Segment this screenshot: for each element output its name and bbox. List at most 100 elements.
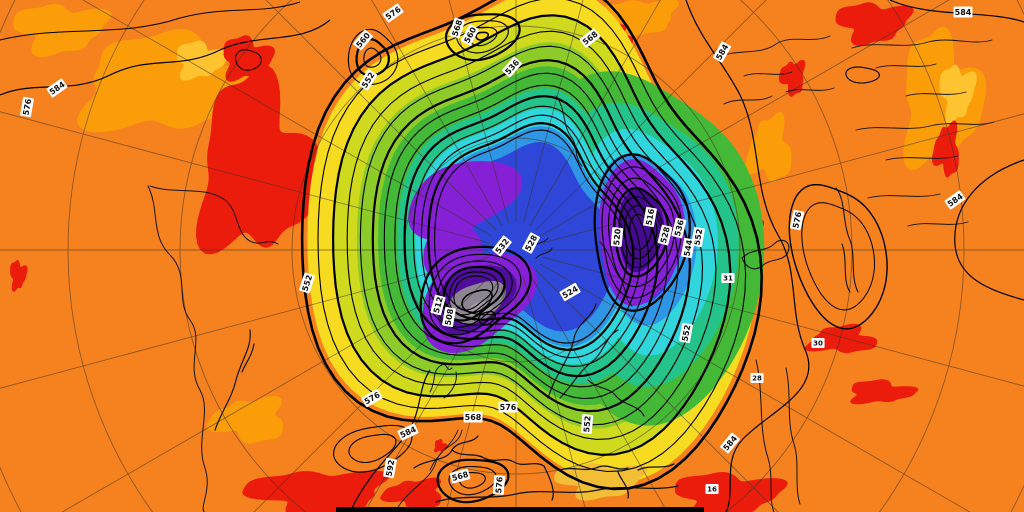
label-text: 592 [384, 459, 396, 477]
label-box [449, 468, 471, 484]
label-box [498, 401, 518, 413]
label-box [657, 224, 673, 246]
label-text: 576 [500, 403, 517, 412]
label-box [430, 294, 446, 316]
label-box [442, 306, 456, 328]
warm-anomaly-patch [223, 35, 275, 82]
label-box [610, 227, 624, 247]
warm-anomaly-patch [932, 120, 959, 178]
label-text: 520 [612, 228, 622, 246]
label-text: 536 [673, 218, 686, 237]
meridian-line [445, 276, 510, 512]
contour-label: 576 [789, 209, 805, 231]
contour-ring [420, 114, 642, 359]
contour-ring [347, 28, 399, 86]
label-box [944, 190, 966, 210]
label-box [721, 273, 735, 283]
label-box [522, 232, 540, 254]
label-box [705, 484, 719, 494]
label-box [492, 235, 512, 257]
vortex-lobe [408, 161, 523, 240]
label-box [361, 388, 383, 408]
contour-ring [601, 166, 683, 299]
meridian-line [0, 111, 490, 244]
contour-label: 520 [610, 227, 624, 247]
light-orange-patch [745, 112, 792, 183]
contour-ring [442, 265, 506, 322]
label-box [46, 78, 68, 98]
label-box [679, 322, 693, 344]
label-box [643, 206, 657, 228]
contour-label: 592 [383, 457, 397, 479]
warm-anomaly-patch [380, 477, 442, 511]
label-box [358, 69, 378, 91]
contour-label: 576 [492, 475, 506, 495]
label-text: 528 [659, 225, 672, 244]
label-text: 584 [955, 8, 972, 17]
label-box [559, 282, 581, 302]
contour-ring [419, 245, 532, 345]
light-orange-patch [939, 64, 977, 125]
contour-label: 584 [953, 6, 973, 18]
contour-ring [788, 184, 888, 330]
contour-ring [845, 66, 880, 84]
label-box [299, 272, 315, 294]
meridian-line [522, 276, 587, 512]
light-orange-patch [13, 3, 112, 58]
contour-ring [359, 45, 704, 426]
contour-ring [363, 47, 382, 68]
contour-label: 552 [299, 272, 315, 294]
coastline [214, 329, 255, 431]
label-text: 576 [791, 211, 803, 230]
warm-anomaly-patch [242, 470, 390, 512]
label-text: 552 [680, 324, 692, 342]
label-text: 552 [692, 228, 704, 246]
label-box [720, 432, 740, 454]
contour-ring [427, 121, 635, 352]
coastline [741, 187, 859, 293]
contour-ring [593, 153, 691, 312]
contour-ring [412, 105, 650, 367]
coastline [755, 359, 801, 512]
label-text: 516 [644, 208, 656, 226]
label-text: 16 [707, 486, 717, 494]
contour-ring [428, 253, 522, 336]
aux-label: 30 [811, 338, 825, 348]
label-box [811, 338, 825, 348]
coastline [555, 95, 583, 167]
contour-ring [448, 271, 499, 316]
meridian-line [364, 274, 503, 512]
label-text: 31 [723, 275, 733, 283]
warm-anomaly-patch [10, 259, 28, 292]
contour-ring [371, 59, 692, 413]
contour-label: 568 [463, 411, 483, 423]
contour-ring [448, 465, 497, 496]
label-box [750, 373, 764, 383]
aux-label: 31 [721, 273, 735, 283]
coastline [599, 241, 633, 307]
label-text: 576 [494, 476, 504, 494]
label-box [397, 423, 419, 441]
coastline [149, 185, 279, 245]
warm-anomaly-patch [196, 65, 321, 255]
contour-ring [607, 177, 676, 288]
contour-ring [403, 95, 659, 378]
contour-ring [801, 202, 876, 311]
contour-ring [348, 433, 397, 464]
label-box [580, 414, 594, 434]
contour-ring [478, 310, 496, 326]
label-text: 508 [443, 308, 455, 326]
contour-label: 552 [580, 414, 594, 434]
meridian-line [253, 269, 497, 512]
meridian-line [535, 269, 779, 512]
contour-label: 568 [449, 17, 465, 39]
meridian-line [0, 256, 490, 389]
contour-ring [461, 289, 493, 314]
contour-label: 528 [657, 224, 673, 246]
contour-ring [346, 30, 717, 440]
contour-label: 568 [449, 468, 471, 484]
label-text: 28 [752, 375, 762, 383]
